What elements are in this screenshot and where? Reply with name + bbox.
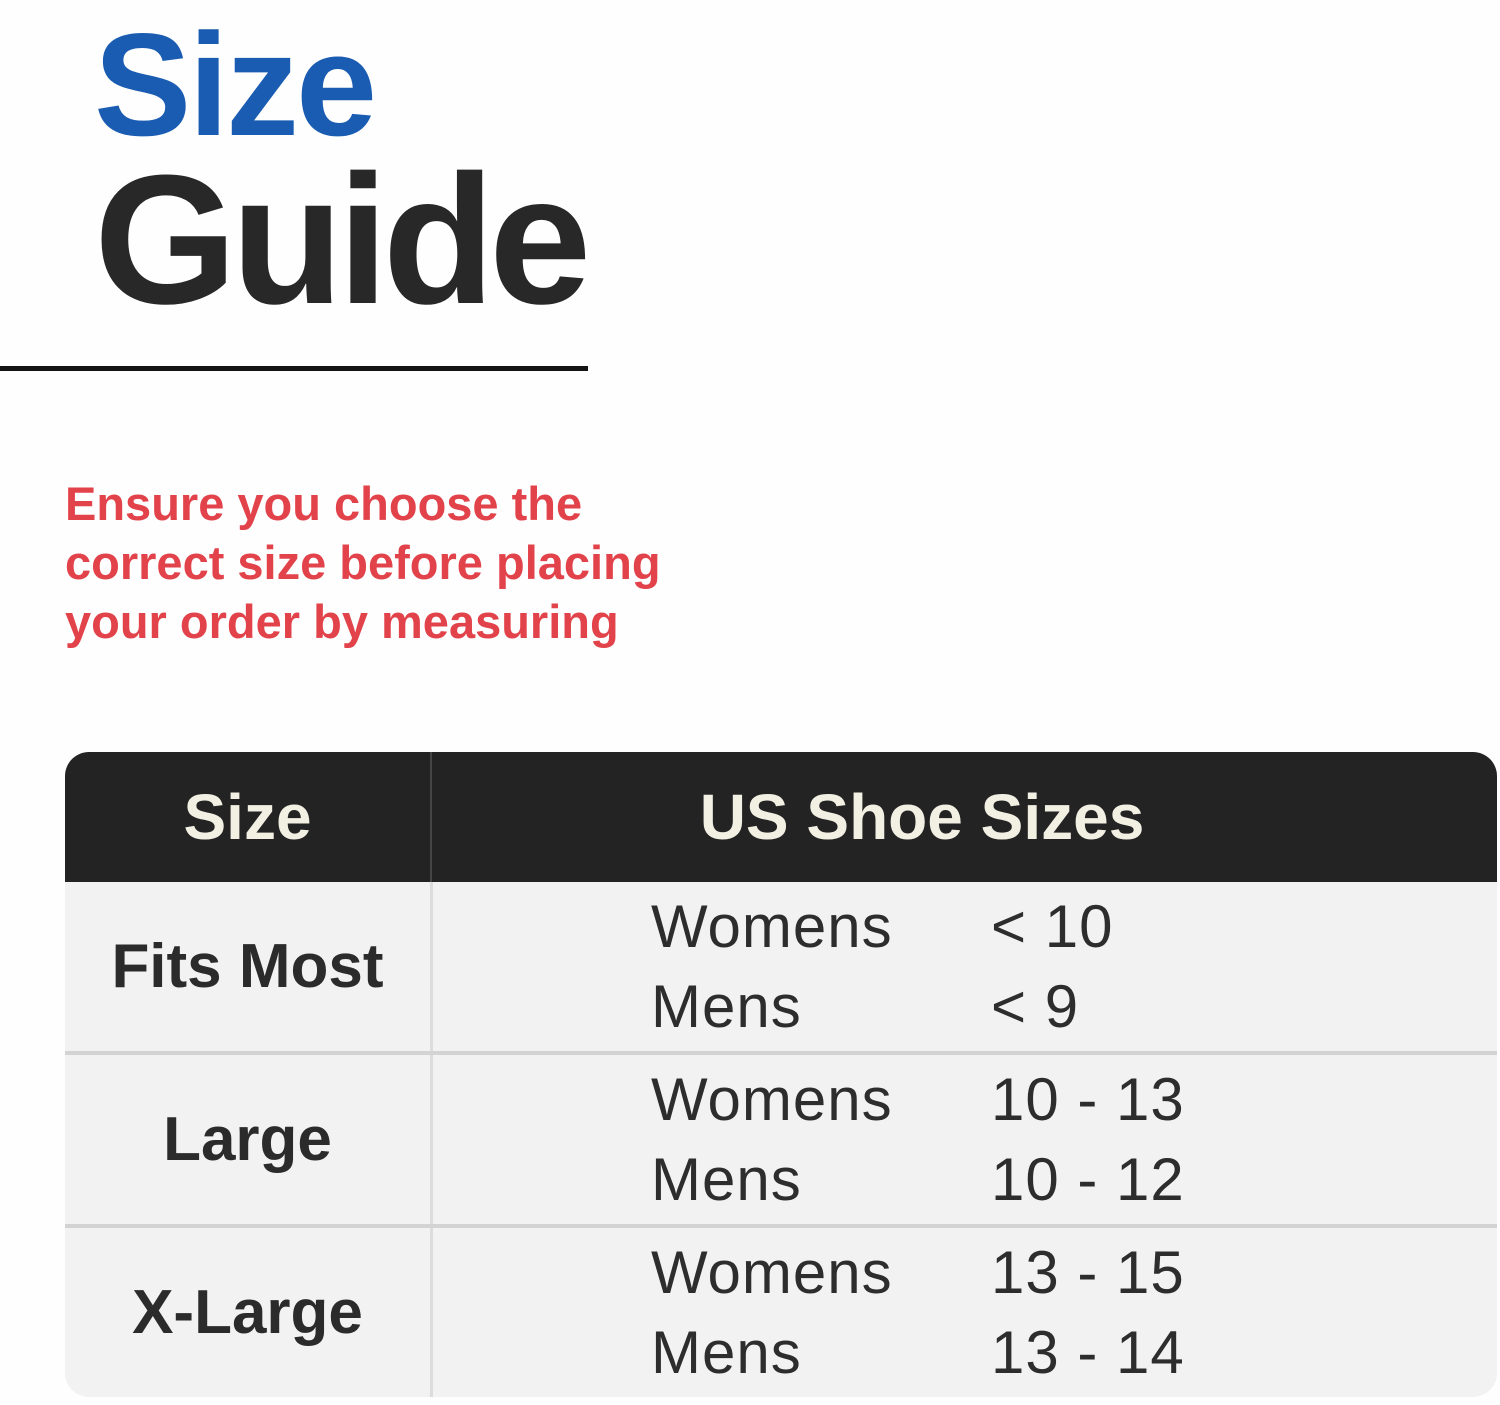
entry-womens: Womens 10 - 13 [651,1065,1497,1133]
size-cell: Large [65,1055,433,1224]
header-cell-us-shoe-sizes: US Shoe Sizes [432,752,1497,882]
entry-mens: Mens 13 - 14 [651,1318,1497,1386]
table-row-fits-most: Fits Most Womens < 10 Mens < 9 [65,882,1497,1051]
size-table-header: Size US Shoe Sizes [65,752,1497,882]
entry-value: 13 - 15 [991,1238,1185,1306]
size-cell: X-Large [65,1228,433,1397]
page-title-guide: Guide [94,136,591,342]
entry-value: 10 - 13 [991,1065,1185,1133]
entry-value: < 9 [991,972,1080,1040]
size-warning-note: Ensure you choose the correct size befor… [65,474,661,651]
entry-womens: Womens < 10 [651,892,1497,960]
entry-label: Womens [651,1238,893,1306]
note-line-2: correct size before placing [65,536,661,589]
entry-womens: Womens 13 - 15 [651,1238,1497,1306]
header-label-us-shoe-sizes: US Shoe Sizes [699,781,1145,853]
size-table: Size US Shoe Sizes Fits Most Womens < 10… [65,752,1497,1397]
entry-mens: Mens < 9 [651,972,1497,1040]
size-cell: Fits Most [65,882,433,1051]
entry-label: Mens [651,972,802,1040]
entry-label: Mens [651,1318,802,1386]
entry-label: Mens [651,1145,802,1213]
page-title-size: Size [94,3,377,166]
note-line-3: your order by measuring [65,595,619,648]
entry-label: Womens [651,892,893,960]
entry-label: Womens [651,1065,893,1133]
table-row-x-large: X-Large Womens 13 - 15 Mens 13 - 14 [65,1224,1497,1397]
table-row-large: Large Womens 10 - 13 Mens 10 - 12 [65,1051,1497,1224]
shoe-size-entries: Womens < 10 Mens < 9 [433,882,1497,1051]
entry-value: 10 - 12 [991,1145,1185,1213]
note-line-1: Ensure you choose the [65,477,583,530]
header-cell-size: Size [65,752,432,882]
header-label-size: Size [183,781,312,853]
title-underline-rule [0,366,588,371]
shoe-size-entries: Womens 10 - 13 Mens 10 - 12 [433,1055,1497,1224]
shoe-size-entries: Womens 13 - 15 Mens 13 - 14 [433,1228,1497,1397]
entry-value: 13 - 14 [991,1318,1185,1386]
size-table-body: Fits Most Womens < 10 Mens < 9 Large [65,882,1497,1397]
entry-value: < 10 [991,892,1114,960]
entry-mens: Mens 10 - 12 [651,1145,1497,1213]
